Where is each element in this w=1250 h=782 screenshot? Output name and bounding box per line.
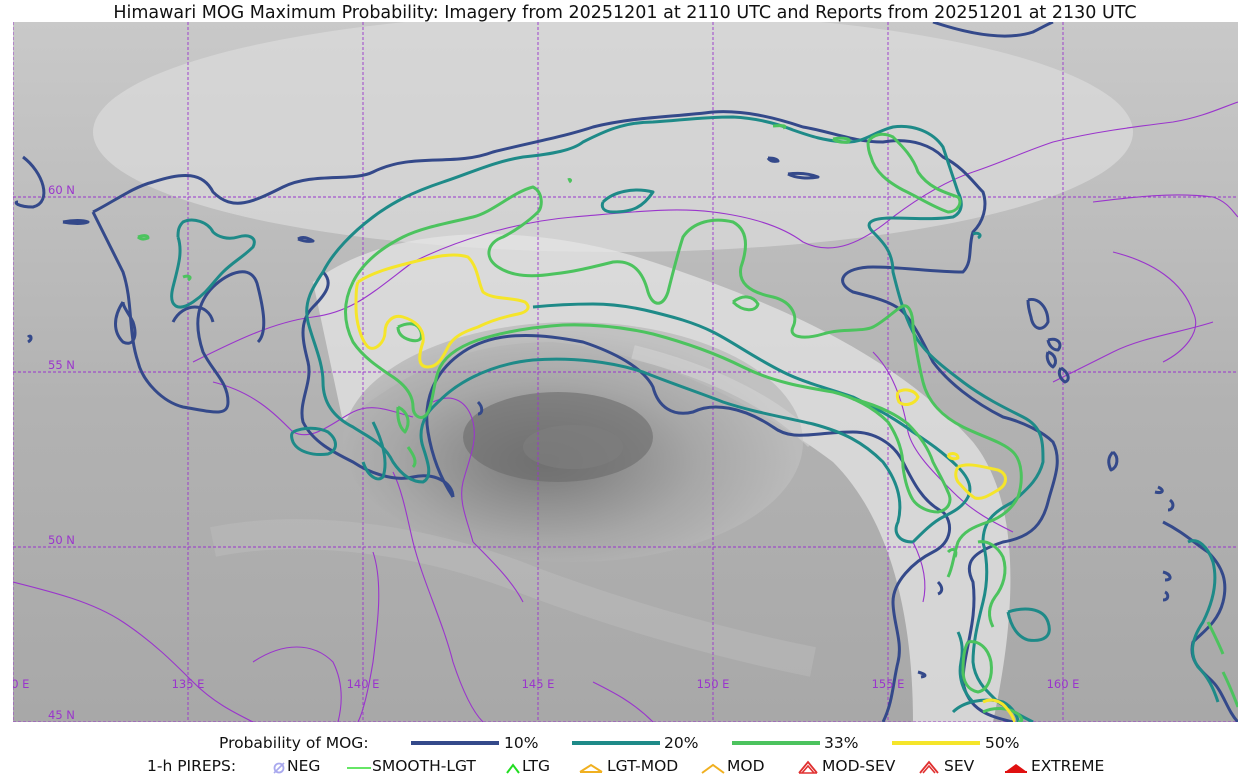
contour-50-percent xyxy=(354,253,1016,722)
legend-label-extreme: EXTREME xyxy=(1031,757,1105,775)
extreme-icon xyxy=(1005,764,1027,773)
contour-20-percent xyxy=(170,115,1220,722)
legend-label-sev: SEV xyxy=(944,757,975,775)
lon-label-135: 135 E xyxy=(172,677,205,691)
sev-icon xyxy=(919,760,939,774)
lon-label-145: 145 E xyxy=(522,677,555,691)
lon-label-150: 150 E xyxy=(697,677,730,691)
ltg-icon xyxy=(506,763,520,774)
lat-label-55: 55 N xyxy=(48,358,75,372)
mod-icon xyxy=(701,763,725,774)
legend-label-10: 10% xyxy=(504,734,539,752)
swatch-33-percent xyxy=(732,741,820,745)
neg-icon xyxy=(273,762,285,774)
smooth-lgt-icon xyxy=(347,767,371,769)
lat-label-50: 50 N xyxy=(48,533,75,547)
lon-label-155: 155 E xyxy=(872,677,905,691)
probability-legend-title: Probability of MOG: xyxy=(219,734,369,752)
lat-label-60: 60 N xyxy=(48,183,75,197)
swatch-20-percent xyxy=(572,741,660,745)
grid-labels: 60 N 55 N 50 N 45 N 130 E 135 E 140 E 14… xyxy=(13,183,1079,722)
contour-10-percent xyxy=(14,22,1238,722)
legend-label-smooth-lgt: SMOOTH-LGT xyxy=(372,757,476,775)
legend-label-20: 20% xyxy=(664,734,699,752)
coastlines xyxy=(13,101,1238,722)
lat-label-45: 45 N xyxy=(48,708,75,722)
map-title: Himawari MOG Maximum Probability: Imager… xyxy=(113,3,1137,23)
legend-label-lgt-mod: LGT-MOD xyxy=(607,757,679,775)
pireps-legend-title: 1-h PIREPS: xyxy=(147,757,237,775)
lon-label-160: 160 E xyxy=(1047,677,1080,691)
legend-label-33: 33% xyxy=(824,734,859,752)
swatch-50-percent xyxy=(892,741,980,745)
contour-33-percent xyxy=(136,124,1238,722)
lon-label-130: 130 E xyxy=(13,677,29,691)
legend-label-50: 50% xyxy=(985,734,1020,752)
satellite-map[interactable]: 60 N 55 N 50 N 45 N 130 E 135 E 140 E 14… xyxy=(13,22,1238,722)
pireps-legend: 1-h PIREPS: NEG SMOOTH-LGT LTG LGT-MOD M… xyxy=(0,756,1250,776)
swatch-10-percent xyxy=(411,741,499,745)
lon-label-140: 140 E xyxy=(347,677,380,691)
legend-label-mod-sev: MOD-SEV xyxy=(822,757,896,775)
legend-label-mod: MOD xyxy=(727,757,765,775)
lat-lon-grid xyxy=(13,22,1238,722)
probability-legend: Probability of MOG: 10% 20% 33% 50% xyxy=(0,733,1250,753)
mod-sev-icon xyxy=(798,760,818,774)
legend-label-neg: NEG xyxy=(287,757,321,775)
lgt-mod-icon xyxy=(579,763,603,773)
legend-label-ltg: LTG xyxy=(522,757,550,775)
